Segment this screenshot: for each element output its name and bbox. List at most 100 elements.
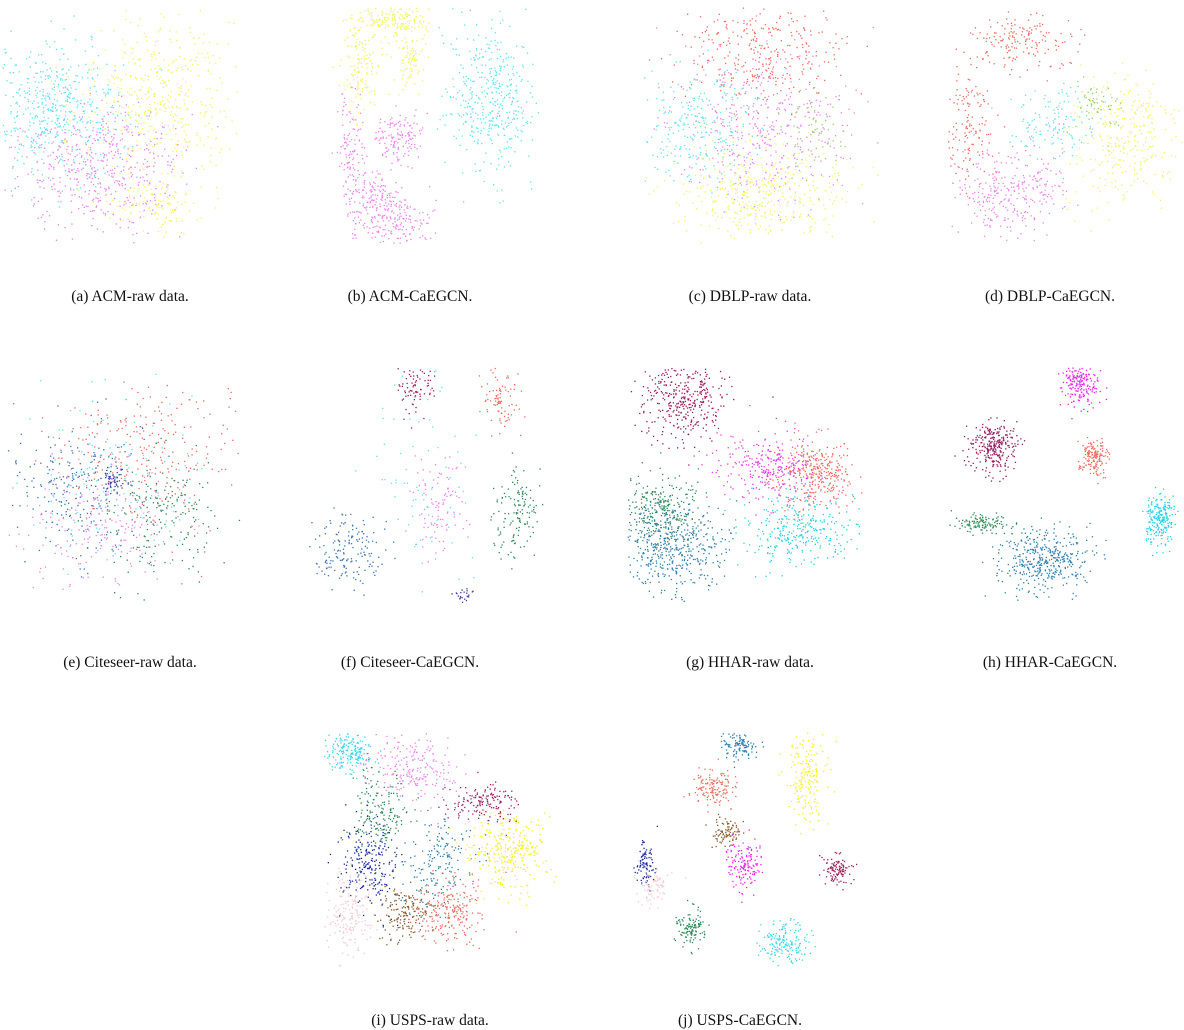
point [1014,24,1016,26]
point [796,46,798,49]
point [708,38,710,41]
point [160,226,162,228]
point [1129,118,1131,120]
point [1057,132,1059,134]
point [492,79,494,82]
point [758,228,760,230]
point [702,158,704,160]
point [88,68,90,70]
point [721,158,724,160]
point [356,81,359,83]
point [144,186,146,188]
point [139,217,141,219]
point [759,44,761,46]
point [1019,27,1021,29]
point [963,160,965,162]
point [716,216,719,218]
point [386,197,388,199]
point [765,170,767,172]
point [796,56,798,58]
point [507,73,509,76]
point [733,159,736,161]
point [808,51,810,53]
point [449,97,452,99]
point [1026,69,1028,71]
point [1026,47,1028,49]
point [737,137,739,139]
point [955,172,957,175]
point [758,146,761,148]
point [758,68,760,70]
point [773,175,775,177]
point [36,96,38,98]
point [102,126,104,128]
point [74,162,76,164]
point [791,177,793,179]
caption-b: (b) ACM-CaEGCN. [347,288,473,305]
point [155,108,157,110]
point [730,131,732,133]
point [727,207,729,209]
point [173,197,175,199]
point [108,143,110,145]
point [1028,33,1030,35]
point [408,75,411,78]
point [35,72,37,74]
point [762,98,764,101]
point [382,216,384,218]
point [517,111,519,113]
point [95,172,97,174]
point [718,74,720,76]
point [506,141,508,143]
point [401,23,404,25]
point [67,76,70,78]
point [149,180,151,182]
point [79,187,82,189]
point [374,226,376,228]
point [142,168,144,170]
point [407,166,409,168]
point [794,146,796,148]
point [178,87,180,89]
point [157,231,160,233]
point [646,99,649,101]
point [829,103,832,105]
point [1005,194,1007,196]
point [669,129,671,131]
point [67,96,69,98]
point [789,188,791,190]
point [471,94,473,96]
point [15,102,17,104]
point [181,220,183,222]
point [809,189,811,191]
point [700,136,702,138]
point [42,107,45,109]
point [1004,176,1006,178]
point [377,64,380,67]
point [1016,152,1018,154]
point [699,122,701,124]
point [356,211,358,213]
point [998,171,1000,174]
point [983,218,985,221]
point [812,118,814,120]
point [767,32,770,34]
point [745,184,747,187]
point [19,127,21,129]
point [350,65,352,68]
point [780,90,782,92]
point [106,164,108,166]
point [769,138,771,141]
point [414,115,416,117]
point [720,90,722,92]
point [415,64,417,67]
point [1017,215,1019,217]
point [500,66,502,68]
point [1055,40,1058,42]
point [170,212,172,214]
point [726,144,728,147]
point [22,130,24,132]
point [4,48,6,50]
point [110,169,112,172]
point [754,74,756,77]
